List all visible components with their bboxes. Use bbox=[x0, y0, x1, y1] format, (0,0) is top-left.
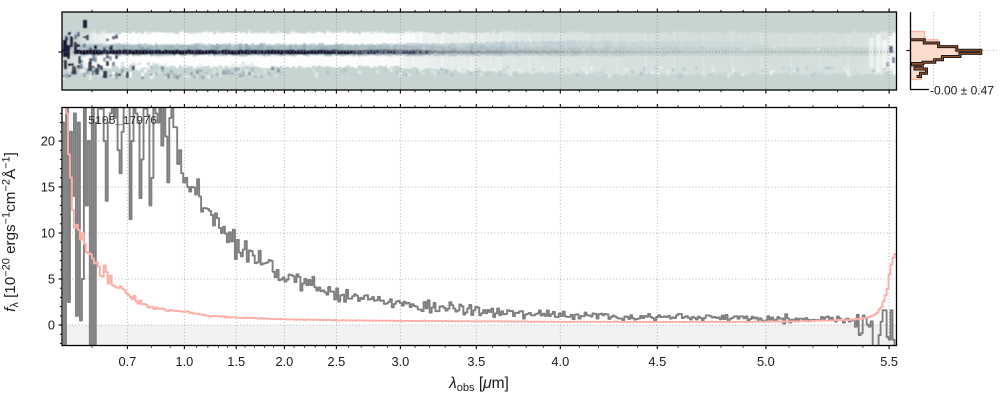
svg-text:5.5: 5.5 bbox=[880, 354, 898, 369]
svg-text:λobs [μm]: λobs [μm] bbox=[448, 375, 509, 394]
svg-text:0.7: 0.7 bbox=[119, 354, 137, 369]
svg-text:2.0: 2.0 bbox=[276, 354, 294, 369]
svg-text:3.5: 3.5 bbox=[467, 354, 485, 369]
svg-text:1.0: 1.0 bbox=[176, 354, 194, 369]
svg-text:5.0: 5.0 bbox=[757, 354, 775, 369]
svg-text:1.5: 1.5 bbox=[227, 354, 245, 369]
svg-text:fλ [10−20 ergs−1cm−2Å−1]: fλ [10−20 ergs−1cm−2Å−1] bbox=[1, 152, 21, 312]
svg-text:3.0: 3.0 bbox=[392, 354, 410, 369]
svg-text:-0.00 ± 0.47: -0.00 ± 0.47 bbox=[930, 84, 994, 98]
svg-text:20: 20 bbox=[41, 134, 55, 149]
svg-text:0: 0 bbox=[48, 318, 55, 333]
svg-text:2.5: 2.5 bbox=[328, 354, 346, 369]
svg-text:4.5: 4.5 bbox=[648, 354, 666, 369]
svg-text:5105_17976: 5105_17976 bbox=[88, 115, 157, 128]
svg-text:5: 5 bbox=[48, 272, 55, 287]
svg-text:15: 15 bbox=[41, 180, 55, 195]
svg-text:4.0: 4.0 bbox=[551, 354, 569, 369]
svg-text:10: 10 bbox=[41, 226, 55, 241]
